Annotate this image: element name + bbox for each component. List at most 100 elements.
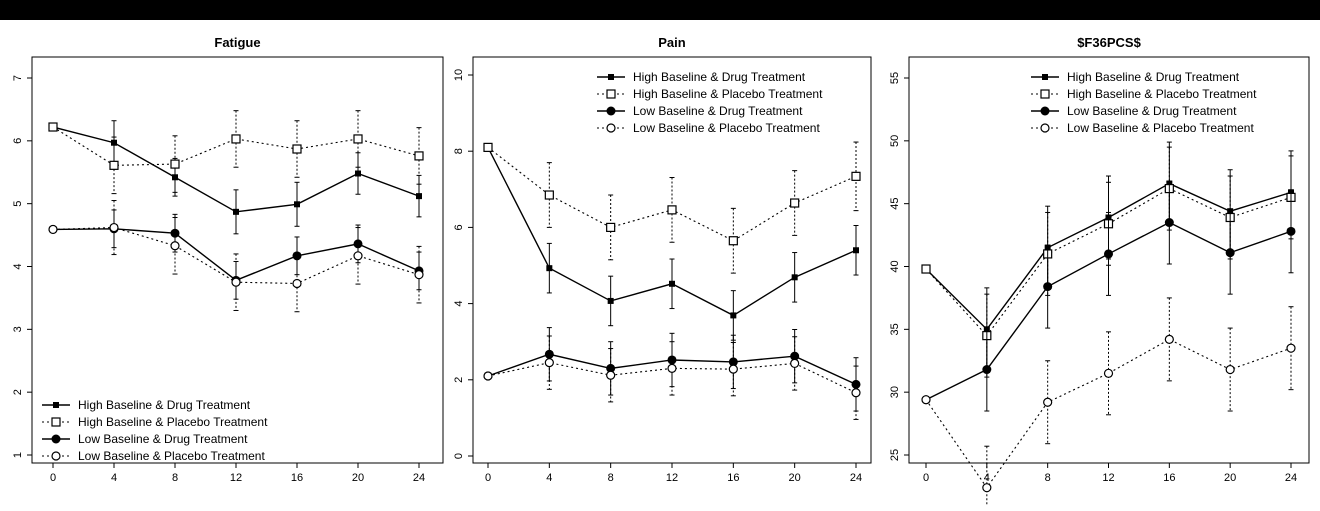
data-point [1164,334,1174,344]
x-tick-label: 0 [923,472,929,484]
x-tick-label: 24 [850,472,862,484]
legend-label: High Baseline & Placebo Treatment [633,87,823,101]
legend-label: High Baseline & Placebo Treatment [78,415,268,429]
x-tick-label: 0 [50,472,56,484]
legend-label: Low Baseline & Placebo Treatment [633,121,820,135]
data-point [1043,282,1053,292]
y-tick-label: 2 [453,377,465,383]
data-point [669,280,675,287]
data-point [1164,218,1174,228]
y-tick-label: 0 [453,453,465,459]
legend-label: High Baseline & Drug Treatment [1067,70,1240,84]
data-point [294,201,300,208]
data-point [1225,364,1235,375]
data-point [730,312,737,319]
data-point [109,160,119,170]
y-tick-label: 4 [453,301,465,307]
data-point [728,236,738,246]
data-point [353,251,363,261]
data-point [921,264,931,274]
y-tick-label: 7 [12,75,24,81]
data-point [414,151,424,161]
legend-marker [1040,123,1050,133]
x-tick-label: 4 [111,472,117,484]
data-point [607,297,614,304]
legend: High Baseline & Drug Treatment High Basel… [597,70,823,135]
legend-marker [1040,106,1050,116]
data-point [231,134,241,144]
data-point [790,358,800,369]
legend-label: Low Baseline & Drug Treatment [633,104,803,118]
y-tick-label: 55 [889,72,901,84]
data-point [292,278,302,289]
data-point [544,349,554,359]
y-tick-label: 2 [12,389,24,395]
data-point [667,363,677,373]
legend-marker [608,74,614,80]
legend-label: High Baseline & Drug Treatment [78,398,251,412]
y-tick-label: 40 [889,260,901,272]
chart-panel-3: $F36PCS$ 0 4 8 12 16 20 24 25 30 35 40 45 50 55 High Ba… [889,35,1310,511]
data-point [170,228,180,238]
data-point [851,379,861,389]
data-point [1103,368,1114,378]
legend-marker [606,106,616,116]
data-point [728,364,738,374]
data-point [483,142,493,152]
y-tick-label: 10 [453,69,465,81]
chart-title: Pain [658,35,686,50]
data-point [921,395,931,405]
legend-marker [606,123,616,133]
data-point [544,190,554,200]
y-tick-label: 35 [889,323,901,335]
data-point [1286,343,1296,353]
legend-label: High Baseline & Placebo Treatment [1067,87,1257,101]
data-point [1043,397,1053,407]
legend-marker [51,417,61,427]
data-point [414,270,424,280]
data-point [606,222,616,232]
data-point [606,363,616,373]
legend-marker [1040,89,1050,99]
legend-marker [606,89,616,99]
x-tick-label: 12 [1102,472,1114,484]
data-point [851,171,861,181]
x-tick-label: 24 [413,472,425,484]
data-point [170,159,180,169]
legend: High Baseline & Drug Treatment High Basel… [42,398,268,463]
legend-label: Low Baseline & Drug Treatment [78,432,248,446]
chart-title: $F36PCS$ [1077,35,1141,50]
legend-marker [51,434,61,444]
data-point [48,224,58,235]
data-point [355,170,361,177]
data-point [982,483,992,493]
data-point [728,357,738,367]
legend-label: Low Baseline & Placebo Treatment [1067,121,1254,135]
data-point [1104,249,1113,259]
data-point [791,274,798,281]
data-point [667,205,677,215]
data-point [1286,226,1296,236]
x-tick-label: 16 [291,472,303,484]
x-tick-label: 4 [546,472,552,484]
figure: Fatigue 0 4 8 12 16 20 24 1 2 3 4 5 6 7 High Baseline &… [0,20,1320,511]
data-point [606,370,616,380]
x-tick-label: 20 [352,472,364,484]
y-tick-label: 50 [889,135,901,147]
legend-label: Low Baseline & Placebo Treatment [78,449,265,463]
data-point [231,277,241,287]
data-point [353,134,363,144]
data-point [483,371,493,381]
data-point [851,388,861,398]
data-point [790,198,800,208]
y-tick-label: 6 [453,224,465,230]
y-tick-label: 4 [12,263,24,269]
data-point [667,355,677,365]
data-point [170,241,180,251]
data-point [109,222,119,233]
data-point [292,144,302,154]
x-tick-label: 12 [230,472,242,484]
